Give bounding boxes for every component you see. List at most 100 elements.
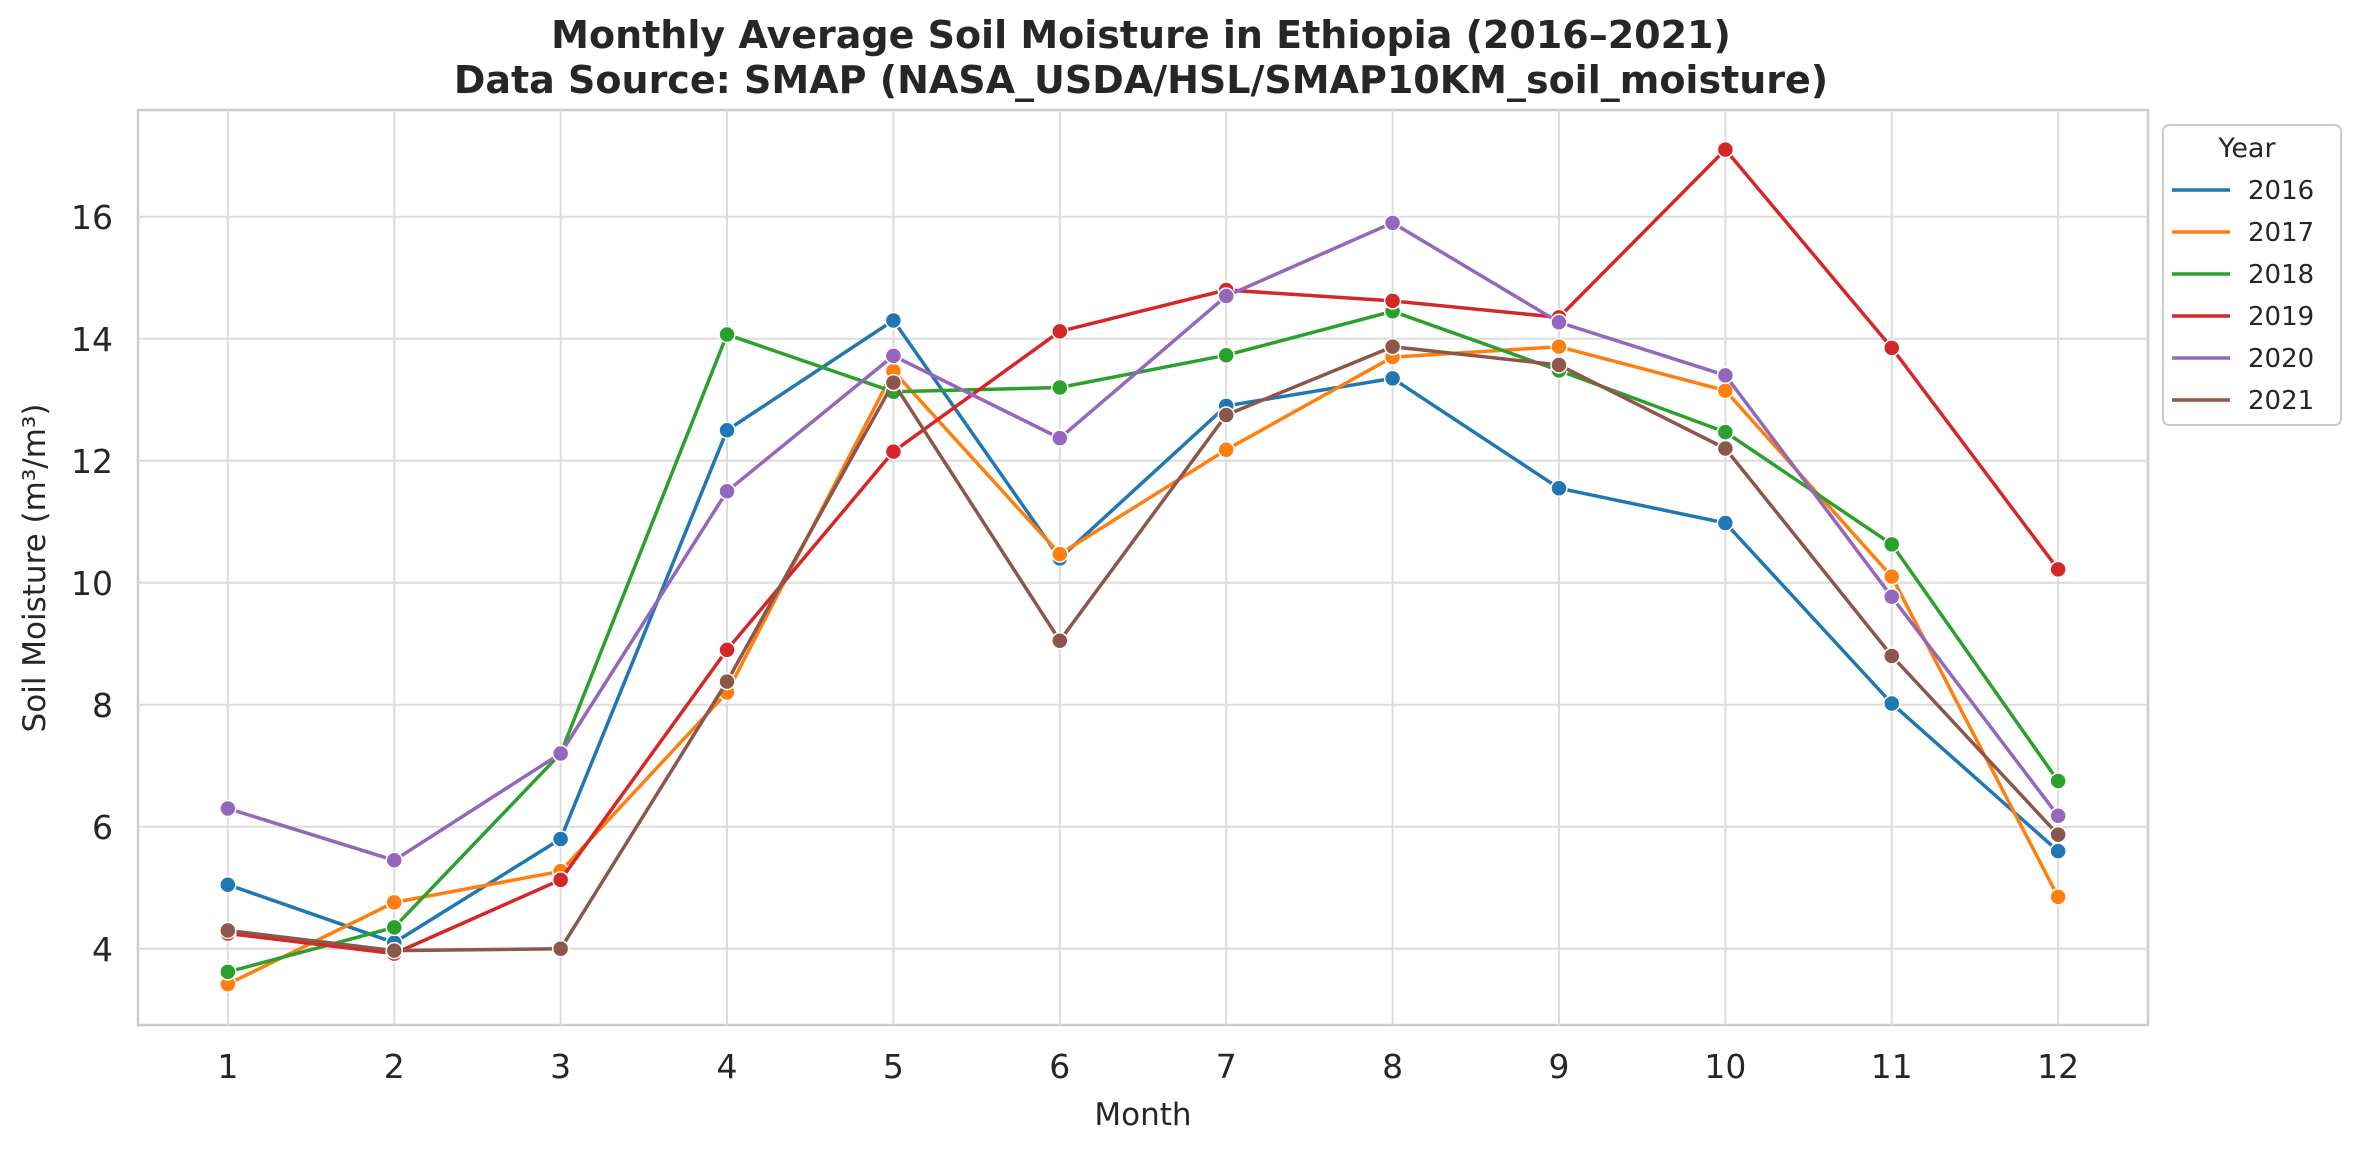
y-tick-labels: 4 6 8 10 12 14 16 [71, 198, 113, 969]
legend-box [2162, 124, 2342, 426]
legend-items: 2016 2017 2018 2019 2020 2021 [2172, 176, 2314, 416]
y-tick-label: 10 [71, 564, 113, 603]
x-tick-label: 8 [1382, 1047, 1403, 1086]
data-point [718, 325, 736, 344]
x-axis-label: Month [1094, 1097, 1191, 1133]
data-point [1550, 479, 1568, 497]
data-point [718, 641, 736, 659]
data-point [1883, 567, 1901, 586]
data-point [219, 921, 237, 940]
data-point [884, 373, 903, 392]
data-point [1217, 406, 1235, 424]
y-tick-label: 16 [71, 198, 113, 237]
data-point [385, 851, 403, 870]
x-tick-label: 3 [550, 1047, 571, 1086]
x-tick-label: 5 [883, 1047, 904, 1086]
chart-subtitle: Data Source: SMAP (NASA_USDA/HSL/SMAP10K… [454, 58, 1828, 102]
x-tick-label: 6 [1049, 1047, 1070, 1086]
data-point [1883, 694, 1901, 713]
x-tick-label: 12 [2037, 1047, 2079, 1086]
data-point [1716, 439, 1735, 458]
series-line-2021 [227, 344, 2060, 953]
data-point [551, 940, 570, 958]
data-point [1716, 140, 1735, 159]
series-line-2017 [227, 344, 2060, 986]
legend-label: 2018 [2248, 260, 2314, 290]
chart-title: Monthly Average Soil Moisture in Ethiopi… [551, 13, 1731, 57]
data-point [1383, 369, 1402, 388]
data-point [1217, 346, 1235, 364]
data-point [385, 941, 403, 960]
y-axis-label: Soil Moisture (m³/m³) [17, 404, 53, 733]
legend-item-2018: 2018 [2172, 260, 2314, 290]
legend: Year 2016 2017 2018 2019 2020 2021 [2162, 124, 2342, 426]
series-2020 [219, 214, 2067, 870]
legend-item-2016: 2016 [2172, 176, 2314, 206]
x-tick-label: 10 [1704, 1047, 1746, 1086]
x-tick-label: 9 [1548, 1047, 1569, 1086]
data-point [1716, 514, 1735, 532]
plot-area [136, 108, 2150, 1027]
series-2019 [219, 140, 2067, 963]
y-tick-label: 4 [92, 930, 113, 969]
data-point [1550, 356, 1568, 374]
legend-item-2021: 2021 [2172, 386, 2314, 416]
y-tick-label: 6 [92, 808, 113, 847]
series-line-2020 [227, 221, 2060, 863]
legend-label: 2016 [2248, 176, 2314, 206]
series-2018 [219, 302, 2067, 981]
y-tick-label: 12 [71, 442, 113, 481]
series-line-2019 [227, 147, 2060, 956]
data-point [2049, 842, 2067, 860]
data-point [1383, 292, 1402, 310]
data-point [2049, 888, 2067, 906]
series-2021 [219, 337, 2067, 960]
legend-item-2019: 2019 [2172, 302, 2314, 332]
x-tick-labels: 1 2 3 4 5 6 7 8 9 10 11 12 [217, 1047, 2079, 1086]
data-point [1883, 535, 1901, 554]
x-tick-label: 11 [1871, 1047, 1913, 1086]
legend-label: 2021 [2248, 386, 2314, 416]
data-point [219, 875, 237, 894]
data-point [1716, 366, 1735, 385]
legend-label: 2019 [2248, 302, 2314, 332]
data-point [551, 744, 570, 763]
data-point [1051, 322, 1069, 341]
data-point [1716, 423, 1735, 441]
data-point [1051, 429, 1069, 447]
data-point [884, 347, 903, 365]
x-tick-label: 7 [1216, 1047, 1237, 1086]
data-point [551, 830, 570, 848]
data-point [1051, 545, 1069, 563]
data-point [219, 799, 237, 818]
series-line-2016 [227, 318, 2060, 945]
data-point [551, 871, 570, 889]
legend-title: Year [2217, 133, 2276, 164]
gridlines [138, 110, 2148, 1025]
data-point [884, 442, 903, 461]
data-point [1383, 337, 1402, 356]
y-tick-label: 14 [71, 320, 113, 359]
data-point [718, 482, 736, 500]
data-point [1217, 441, 1235, 459]
data-point [1550, 337, 1568, 356]
legend-item-2020: 2020 [2172, 344, 2314, 374]
data-point [385, 918, 403, 937]
data-point [1883, 647, 1901, 665]
y-tick-label: 8 [92, 686, 113, 725]
data-point [219, 963, 237, 981]
legend-item-2017: 2017 [2172, 218, 2314, 248]
data-point [385, 893, 403, 912]
data-point [1217, 287, 1235, 305]
data-point [1051, 378, 1069, 397]
data-point [2049, 560, 2067, 579]
x-tick-label: 1 [217, 1047, 238, 1086]
data-series [219, 140, 2067, 993]
data-point [1051, 631, 1069, 650]
data-point [1550, 313, 1568, 332]
x-tick-label: 2 [384, 1047, 405, 1086]
data-point [718, 672, 736, 691]
data-point [718, 421, 736, 439]
data-point [1883, 339, 1901, 357]
data-point [884, 311, 903, 330]
